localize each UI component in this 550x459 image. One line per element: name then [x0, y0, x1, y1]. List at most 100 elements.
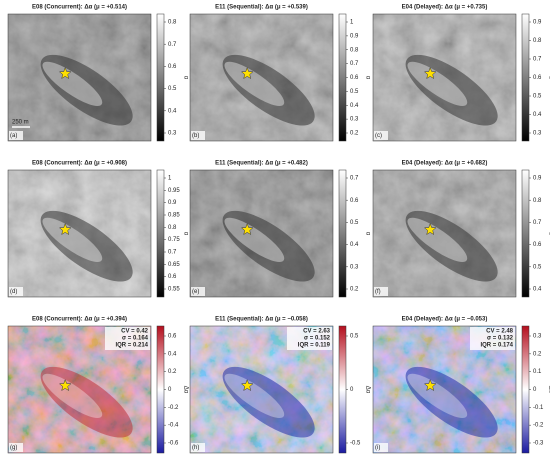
- frame: [372, 13, 517, 142]
- ridge-light: [42, 61, 103, 106]
- star-marker: [423, 67, 437, 80]
- colorbar-tick-label: 0.7: [168, 250, 177, 256]
- label-box: [191, 443, 205, 452]
- stats-text: IQR = 0.214: [115, 343, 148, 349]
- panel-title: E11 (Sequential): Δα (μ = −0.058): [215, 317, 308, 323]
- colorbar-tick-label: -0.1: [533, 405, 544, 411]
- colorbar: [521, 13, 530, 142]
- star-marker: [423, 379, 437, 392]
- panel-title: E04 (Delayed): Δα (μ = +0.682): [402, 161, 488, 167]
- star-marker: [58, 67, 72, 80]
- colorbar: [338, 169, 347, 298]
- label-box: [191, 287, 205, 296]
- colorbar-label: α: [547, 76, 550, 80]
- panel-label: (g): [10, 445, 17, 451]
- label-box: [9, 443, 23, 452]
- colorbar-tick-label: 0.5: [350, 334, 359, 340]
- colorbar-tick-label: 0.5: [168, 86, 177, 92]
- stats-text: IQR = 0.119: [298, 343, 331, 349]
- colorbar-tick-label: 0.4: [533, 287, 542, 293]
- colorbar-tick-label: 0: [533, 387, 537, 393]
- colorbar-tick-label: 0.2: [533, 351, 542, 357]
- colorbar-tick-label: 0.2: [350, 131, 359, 137]
- frame: [189, 325, 334, 454]
- colorbar-tick-label: 0.8: [168, 20, 177, 26]
- stats-text: CV = 2.63: [303, 329, 331, 335]
- frame: [7, 13, 152, 142]
- colorbar-tick-label: 0.3: [350, 117, 359, 123]
- colorbar-tick-label: -0.4: [168, 423, 179, 429]
- colorbar-tick-label: 0: [350, 387, 354, 393]
- star-marker: [240, 67, 254, 80]
- panel-label: (d): [10, 289, 17, 295]
- colorbar-tick-label: -0.3: [533, 441, 544, 447]
- colorbar-tick-label: 0.6: [168, 64, 177, 70]
- panel-title: E04 (Delayed): Δα (μ = +0.735): [402, 5, 488, 11]
- colorbar-label: α: [364, 76, 370, 80]
- colorbar-tick-label: 0.6: [533, 75, 542, 81]
- colorbar-tick-label: 0.2: [168, 369, 177, 375]
- colorbar-tick-label: 0.5: [350, 89, 359, 95]
- star-marker: [240, 223, 254, 236]
- stats-text: CV = 0.42: [121, 329, 149, 335]
- star-marker: [58, 379, 72, 392]
- panel-label: (c): [375, 133, 382, 139]
- colorbar: [156, 169, 165, 298]
- colorbar-tick-label: 0.7: [168, 42, 177, 48]
- colorbar-tick-label: -0.6: [168, 441, 179, 447]
- stats-text: σ = 0.132: [487, 336, 514, 342]
- panel-label: (a): [10, 133, 17, 139]
- panel-label: (e): [192, 289, 199, 295]
- colorbar-tick-label: 0.7: [350, 176, 359, 182]
- stats-box: [470, 327, 515, 350]
- colorbar: [521, 325, 530, 454]
- colorbar-tick-label: 0.75: [168, 237, 180, 243]
- colorbar-tick-label: 0.65: [168, 262, 180, 268]
- frame: [189, 169, 334, 298]
- colorbar: [338, 325, 347, 454]
- colorbar-tick-label: 0.3: [533, 131, 542, 137]
- ridge-light: [407, 373, 468, 418]
- colorbar-tick-label: 0.95: [168, 188, 180, 194]
- panel-title: E08 (Concurrent): Δα (μ = +0.394): [32, 317, 127, 323]
- ridge-light: [42, 373, 103, 418]
- ridge-light: [407, 61, 468, 106]
- colorbar-tick-label: 0.6: [350, 198, 359, 204]
- colorbar-tick-label: 0.4: [533, 112, 542, 118]
- colorbar: [156, 325, 165, 454]
- colorbar-label: Δα: [182, 386, 188, 394]
- colorbar-tick-label: 0.7: [350, 61, 359, 67]
- stats-text: IQR = 0.174: [480, 343, 513, 349]
- colorbar-tick-label: 0.8: [350, 47, 359, 53]
- ridge-light: [407, 217, 468, 262]
- panel-title: E04 (Delayed): Δα (μ = −0.053): [402, 317, 488, 323]
- label-box: [9, 287, 23, 296]
- colorbar: [521, 169, 530, 298]
- colorbar-tick-label: 0.5: [533, 94, 542, 100]
- ridge-light: [42, 217, 103, 262]
- colorbar-tick-label: -0.2: [533, 423, 544, 429]
- stats-box: [105, 327, 150, 350]
- star-marker: [423, 223, 437, 236]
- ridge-light: [224, 373, 285, 418]
- colorbar-tick-label: 0.8: [533, 38, 542, 44]
- colorbar-tick-label: 1: [168, 176, 172, 182]
- colorbar-tick-label: 0.1: [533, 369, 542, 375]
- colorbar-label: α: [182, 232, 188, 236]
- label-box: [374, 287, 388, 296]
- stats-text: σ = 0.152: [304, 336, 331, 342]
- label-box: [9, 131, 23, 140]
- colorbar-tick-label: 0.7: [533, 220, 542, 226]
- colorbar-label: α: [364, 232, 370, 236]
- colorbar-tick-label: 1: [350, 20, 354, 26]
- colorbar-tick-label: 0: [168, 387, 172, 393]
- colorbar-tick-label: 0.2: [350, 287, 359, 293]
- colorbar-tick-label: 0.9: [533, 20, 542, 26]
- colorbar-tick-label: 0.6: [168, 274, 177, 280]
- colorbar-label: α: [547, 232, 550, 236]
- colorbar-tick-label: 0.5: [350, 220, 359, 226]
- colorbar-tick-label: 0.9: [168, 200, 177, 206]
- frame: [372, 169, 517, 298]
